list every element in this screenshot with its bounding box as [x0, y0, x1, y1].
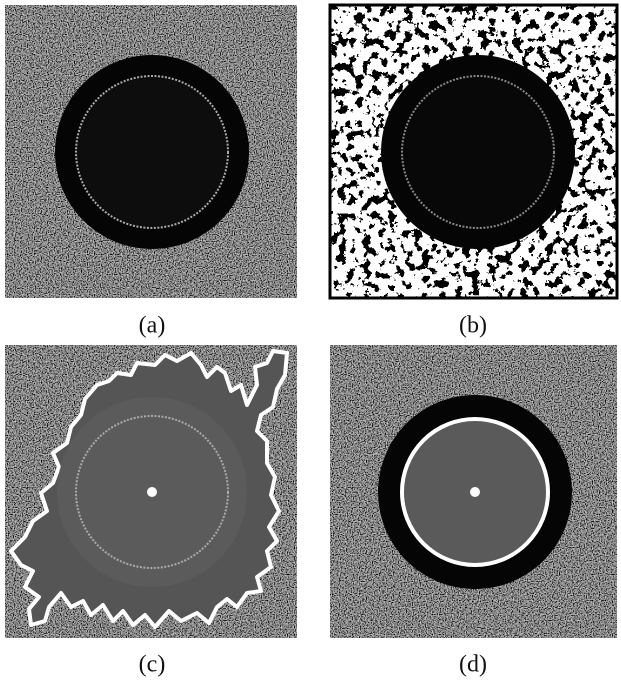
- panel-c: [5, 345, 297, 638]
- caption: (d): [459, 652, 487, 678]
- seed-point: [147, 487, 157, 497]
- panel-d: [330, 345, 617, 638]
- caption: (b): [459, 313, 487, 339]
- panel-a: [5, 5, 297, 298]
- caption: (c): [139, 652, 166, 678]
- panel-b: [330, 5, 617, 298]
- ring: [76, 76, 228, 228]
- ring: [402, 76, 554, 228]
- caption: (a): [139, 313, 166, 339]
- figure: (a) (b) (c) (d): [0, 0, 621, 687]
- seed-point: [470, 487, 480, 497]
